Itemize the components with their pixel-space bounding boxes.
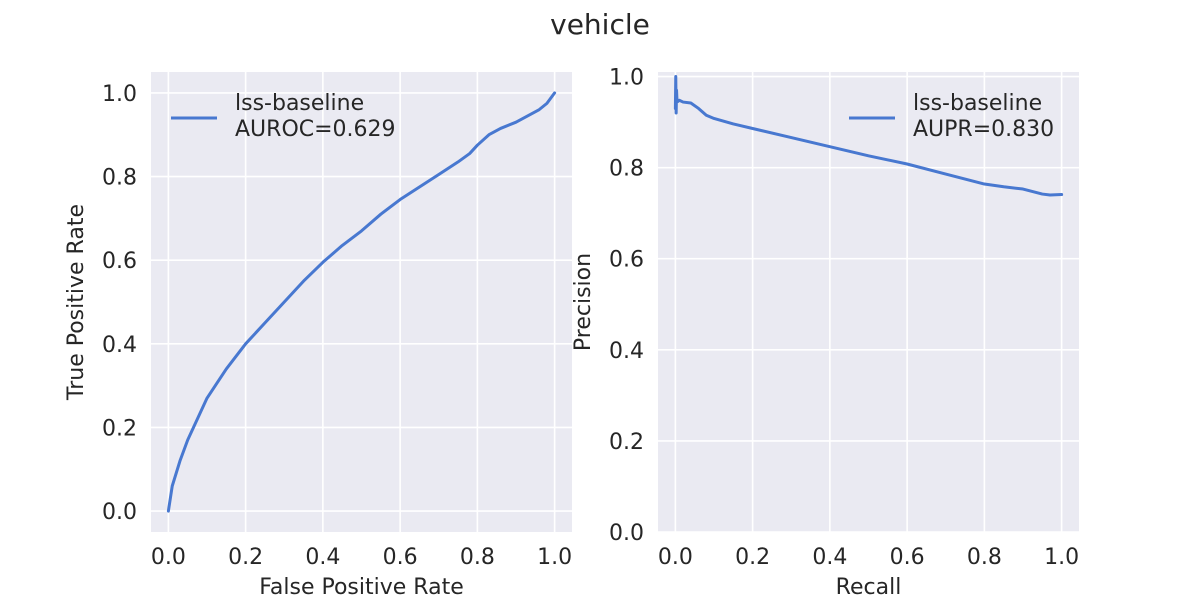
plot-area: [151, 72, 572, 532]
y-tick-label: 0.6: [609, 248, 644, 273]
legend-label: AUPR=0.830: [913, 117, 1054, 142]
legend-label: lss-baseline: [913, 91, 1042, 116]
series-line-lss-baseline: [673, 75, 1064, 197]
y-tick-label: 0.2: [102, 416, 137, 441]
x-tick-label: 0.2: [735, 545, 770, 570]
y-tick-label: 0.0: [102, 500, 137, 525]
legend-label: AUROC=0.629: [235, 117, 396, 142]
legend-label: lss-baseline: [235, 91, 364, 116]
x-tick-label: 0.2: [228, 545, 263, 570]
x-axis-label: False Positive Rate: [259, 575, 463, 600]
y-tick-label: 0.8: [102, 166, 137, 191]
y-tick-label: 0.4: [609, 339, 644, 364]
x-tick-label: 1.0: [1044, 545, 1079, 570]
figure-title: vehicle: [550, 8, 650, 41]
y-tick-label: 0.4: [102, 333, 137, 358]
chart-panel-2: 0.0 0.2 0.4 0.6 0.8 1.0 0.0 0.2 0.4 0.6 0.8 1.0 Reca…: [571, 66, 1079, 600]
x-tick-label: 0.6: [890, 545, 925, 570]
x-tick-label: 0.0: [151, 545, 186, 570]
x-tick-label: 0.6: [383, 545, 418, 570]
x-tick-label: 0.4: [812, 545, 847, 570]
x-tick-label: 0.8: [967, 545, 1002, 570]
x-tick-label: 0.0: [658, 545, 693, 570]
y-tick-label: 0.0: [609, 521, 644, 546]
y-tick-label: 1.0: [609, 66, 644, 91]
plot-area: [658, 72, 1079, 532]
x-axis-label: Recall: [836, 575, 902, 600]
y-axis-label: True Positive Rate: [64, 204, 89, 401]
y-tick-label: 0.8: [609, 157, 644, 182]
y-tick-label: 0.2: [609, 430, 644, 455]
series-line-lss-baseline: [166, 91, 557, 513]
y-tick-label: 1.0: [102, 82, 137, 107]
y-axis-label: Precision: [571, 253, 596, 351]
x-tick-label: 0.4: [305, 545, 340, 570]
x-tick-label: 0.8: [460, 545, 495, 570]
chart-panel-1: 0.0 0.2 0.4 0.6 0.8 1.0 0.0 0.2 0.4 0.6 0.8 1.0 Fals…: [64, 72, 572, 600]
x-tick-label: 1.0: [537, 545, 572, 570]
y-tick-label: 0.6: [102, 249, 137, 274]
